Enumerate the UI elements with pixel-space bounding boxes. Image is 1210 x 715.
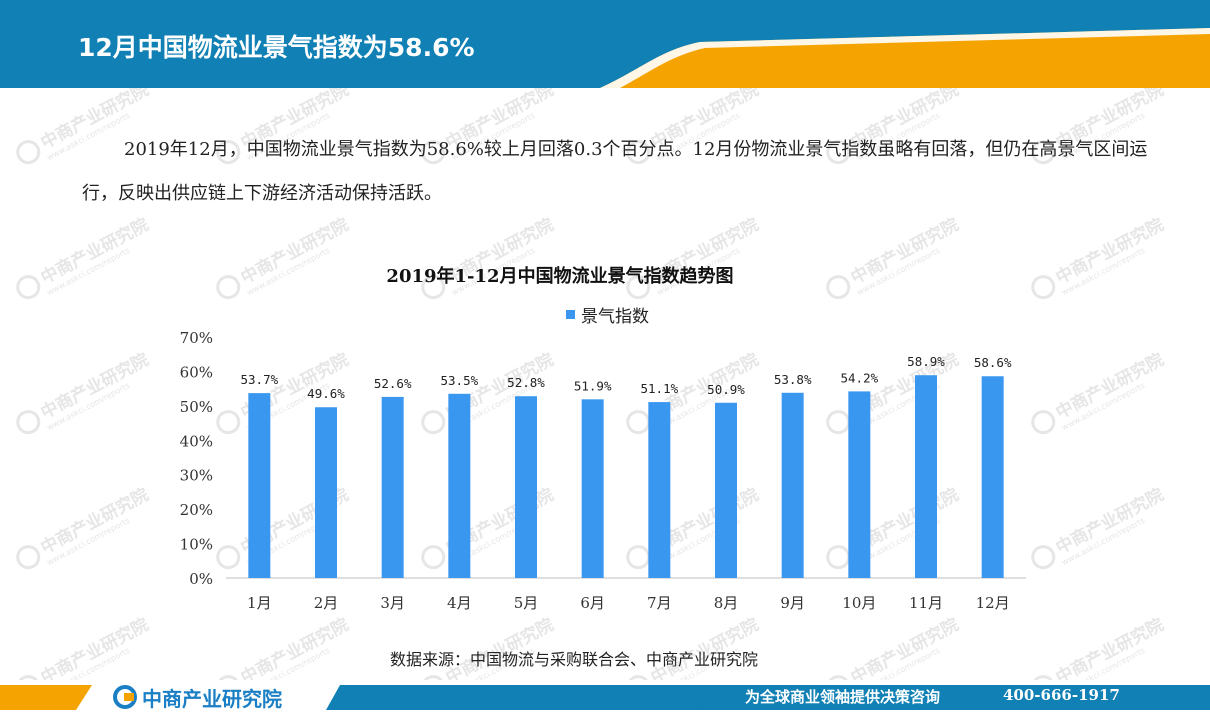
data-label: 49.6% (307, 386, 345, 401)
x-tick-label: 4月 (447, 594, 472, 612)
x-tick-label: 7月 (647, 594, 672, 612)
page-title: 12月中国物流业景气指数为58.6% (78, 33, 475, 62)
bar (848, 391, 871, 578)
data-label: 50.9% (707, 382, 745, 397)
data-label: 51.9% (574, 378, 612, 393)
data-label: 53.5% (441, 373, 479, 388)
data-label: 52.6% (374, 376, 412, 391)
footer-logo-text: 中商产业研究院 (142, 687, 282, 711)
data-source: 数据来源：中国物流与采购联合会、中商产业研究院 (390, 650, 759, 669)
y-tick-label: 50% (180, 398, 213, 416)
footer-slogan: 为全球商业领袖提供决策咨询 (745, 688, 941, 706)
data-label: 58.6% (974, 355, 1012, 370)
x-tick-label: 2月 (314, 594, 339, 612)
x-tick-label: 9月 (780, 594, 805, 612)
summary-paragraph: 2019年12月，中国物流业景气指数为58.6%较上月回落0.3个百分点。12月… (82, 139, 1148, 204)
x-tick-label: 11月 (909, 594, 943, 612)
data-label: 58.9% (907, 354, 945, 369)
footer-phone: 400-666-1917 (1003, 686, 1120, 704)
header-banner: 12月中国物流业景气指数为58.6% (0, 0, 1210, 88)
chart-title: 2019年1-12月中国物流业景气指数趋势图 (386, 266, 734, 287)
bar (515, 396, 537, 578)
y-tick-label: 0% (189, 570, 213, 588)
data-label: 53.7% (241, 372, 279, 387)
bar (915, 375, 937, 578)
y-tick-label: 30% (180, 467, 213, 485)
bar (381, 396, 404, 578)
chart-legend: 景气指数 (566, 302, 649, 327)
x-tick-label: 8月 (714, 594, 739, 612)
x-tick-label: 12月 (976, 594, 1010, 612)
y-tick-label: 70% (180, 329, 213, 347)
bar (648, 402, 671, 578)
bar (781, 392, 804, 578)
y-tick-label: 20% (180, 501, 213, 519)
x-tick-label: 10月 (842, 594, 876, 612)
x-tick-label: 1月 (247, 594, 272, 612)
bar (581, 399, 604, 578)
bar (315, 407, 337, 578)
footer-bar (0, 680, 1210, 715)
logo-icon (113, 685, 137, 709)
data-label: 51.1% (641, 381, 679, 396)
y-tick-label: 10% (180, 536, 213, 554)
legend-label: 景气指数 (581, 307, 649, 327)
y-tick-label: 60% (180, 363, 213, 381)
bar (981, 376, 1004, 578)
bar (448, 393, 471, 578)
header-background (0, 0, 1210, 88)
data-label: 54.2% (841, 370, 879, 385)
x-tick-label: 3月 (380, 594, 405, 612)
data-label: 53.8% (774, 372, 812, 387)
data-label: 52.8% (507, 375, 545, 390)
x-tick-label: 6月 (580, 594, 605, 612)
y-tick-label: 40% (180, 432, 213, 450)
x-tick-label: 5月 (514, 594, 539, 612)
bar (715, 402, 737, 578)
legend-swatch (566, 310, 575, 319)
bar (248, 393, 271, 578)
footer-background (0, 685, 1210, 710)
